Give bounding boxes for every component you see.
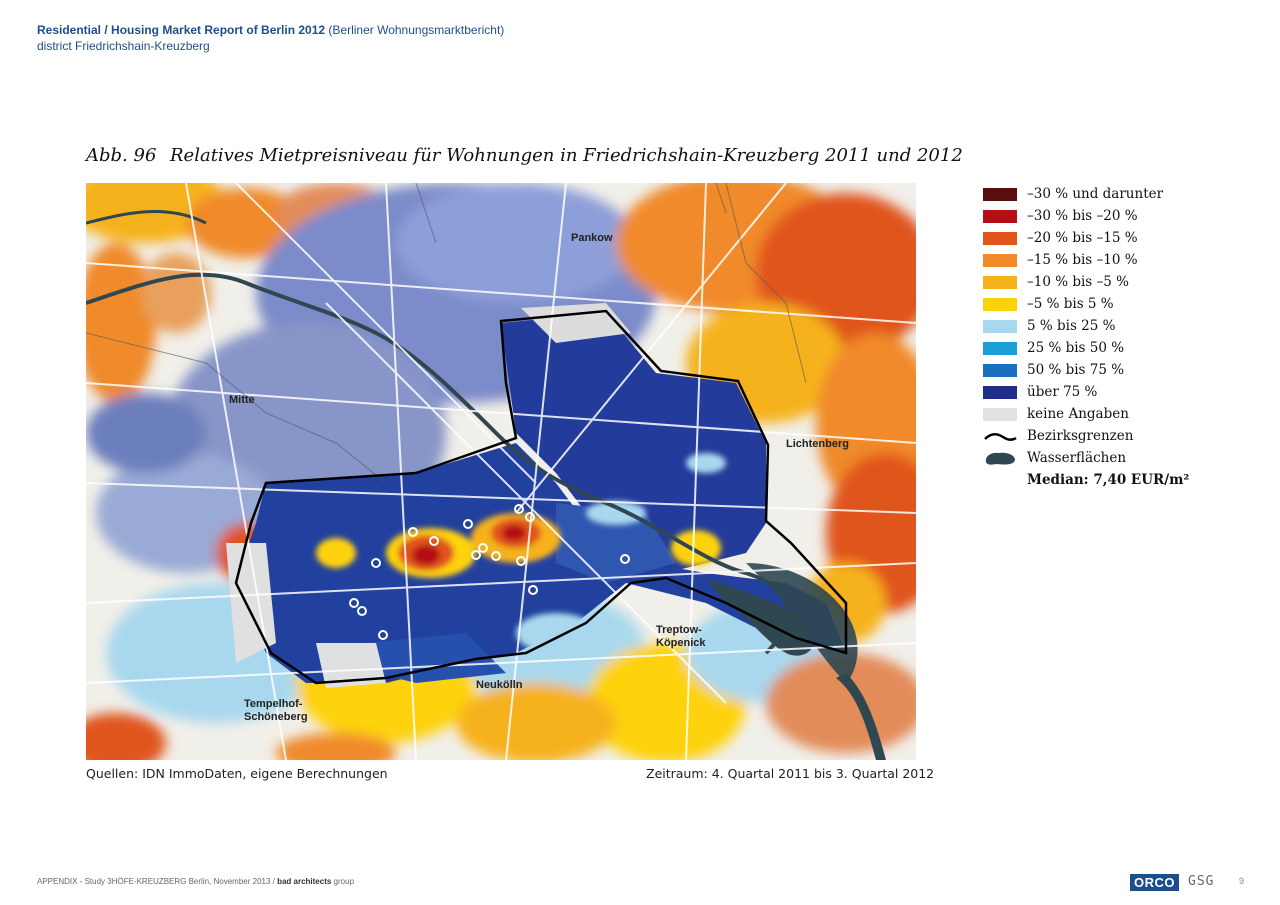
report-title: Residential / Housing Market Report of B… [37, 23, 505, 37]
legend-swatch [983, 187, 1017, 201]
legend-item: –10 % bis –5 % [983, 271, 1189, 293]
figure-source: Quellen: IDN ImmoDaten, eigene Berechnun… [86, 766, 388, 781]
street-network [86, 183, 916, 760]
legend-label: 25 % bis 50 % [1027, 340, 1125, 356]
legend-label: keine Angaben [1027, 406, 1129, 422]
label-mitte: Mitte [229, 394, 255, 406]
figure-caption: Relatives Mietpreisniveau für Wohnungen … [170, 145, 963, 166]
place-labels: Pankow Mitte Lichtenberg Treptow- Köpeni… [229, 232, 849, 723]
page-footer: APPENDIX - Study 3HÖFE-KREUZBERG Berlin,… [37, 877, 355, 886]
legend-median: Median: 7,40 EUR/m² [1027, 472, 1190, 488]
report-header: Residential / Housing Market Report of B… [37, 22, 504, 54]
label-tempelhof-1: Tempelhof- [244, 698, 303, 710]
legend-swatch [983, 275, 1017, 289]
figure-title: Abb. 96 Relatives Mietpreisniveau für Woh… [86, 145, 963, 166]
orco-logo: ORCO [1130, 874, 1179, 891]
label-pankow: Pankow [571, 232, 613, 244]
legend-label: über 75 % [1027, 384, 1098, 400]
project-markers [349, 504, 630, 640]
legend-label: 50 % bis 75 % [1027, 362, 1125, 378]
label-treptow-2: Köpenick [656, 637, 706, 649]
legend-item: –20 % bis –15 % [983, 227, 1189, 249]
boundary-line-icon [984, 432, 1017, 441]
label-lichtenberg: Lichtenberg [786, 438, 849, 450]
page-number: 9 [1239, 876, 1245, 886]
rent-level-map: Pankow Mitte Lichtenberg Treptow- Köpeni… [86, 183, 916, 760]
legend-swatch [983, 385, 1017, 399]
figure-period: Zeitraum: 4. Quartal 2011 bis 3. Quartal… [646, 766, 935, 781]
legend-label: –30 % bis –20 % [1027, 208, 1138, 224]
legend-item-boundary: Bezirksgrenzen [983, 425, 1189, 447]
gsg-logo: GSG [1188, 874, 1215, 889]
legend-item: über 75 % [983, 381, 1189, 403]
legend-swatch [983, 363, 1017, 377]
legend-swatch [983, 407, 1017, 421]
water-area-icon [985, 452, 1015, 465]
legend-swatch [983, 341, 1017, 355]
legend-item: –5 % bis 5 % [983, 293, 1189, 315]
label-tempelhof-2: Schöneberg [244, 711, 308, 723]
district-boundary [234, 309, 848, 685]
legend-item: –30 % und darunter [983, 183, 1189, 205]
figure-number: Abb. 96 [86, 145, 157, 166]
legend-label: 5 % bis 25 % [1027, 318, 1116, 334]
legend-label: –10 % bis –5 % [1027, 274, 1129, 290]
legend-item: 5 % bis 25 % [983, 315, 1189, 337]
legend-item: –30 % bis –20 % [983, 205, 1189, 227]
legend-label: –5 % bis 5 % [1027, 296, 1114, 312]
legend-swatch [983, 297, 1017, 311]
label-treptow-1: Treptow- [656, 624, 702, 636]
legend-swatch [983, 253, 1017, 267]
legend-label: –15 % bis –10 % [1027, 252, 1138, 268]
map-graphic: Pankow Mitte Lichtenberg Treptow- Köpeni… [86, 183, 916, 760]
legend-item: 25 % bis 50 % [983, 337, 1189, 359]
legend-swatch [983, 319, 1017, 333]
legend-item: keine Angaben [983, 403, 1189, 425]
legend-label: –20 % bis –15 % [1027, 230, 1138, 246]
legend-swatch [983, 231, 1017, 245]
legend-item: 50 % bis 75 % [983, 359, 1189, 381]
legend-label: –30 % und darunter [1027, 186, 1164, 202]
legend-item: –15 % bis –10 % [983, 249, 1189, 271]
map-legend: –30 % und darunter –30 % bis –20 % –20 % b… [983, 183, 1189, 491]
report-subtitle: district Friedrichshain-Kreuzberg [37, 39, 210, 53]
label-neukoelln: Neukölln [476, 679, 523, 691]
legend-swatch [983, 209, 1017, 223]
legend-item-water: Wasserflächen [983, 447, 1189, 469]
